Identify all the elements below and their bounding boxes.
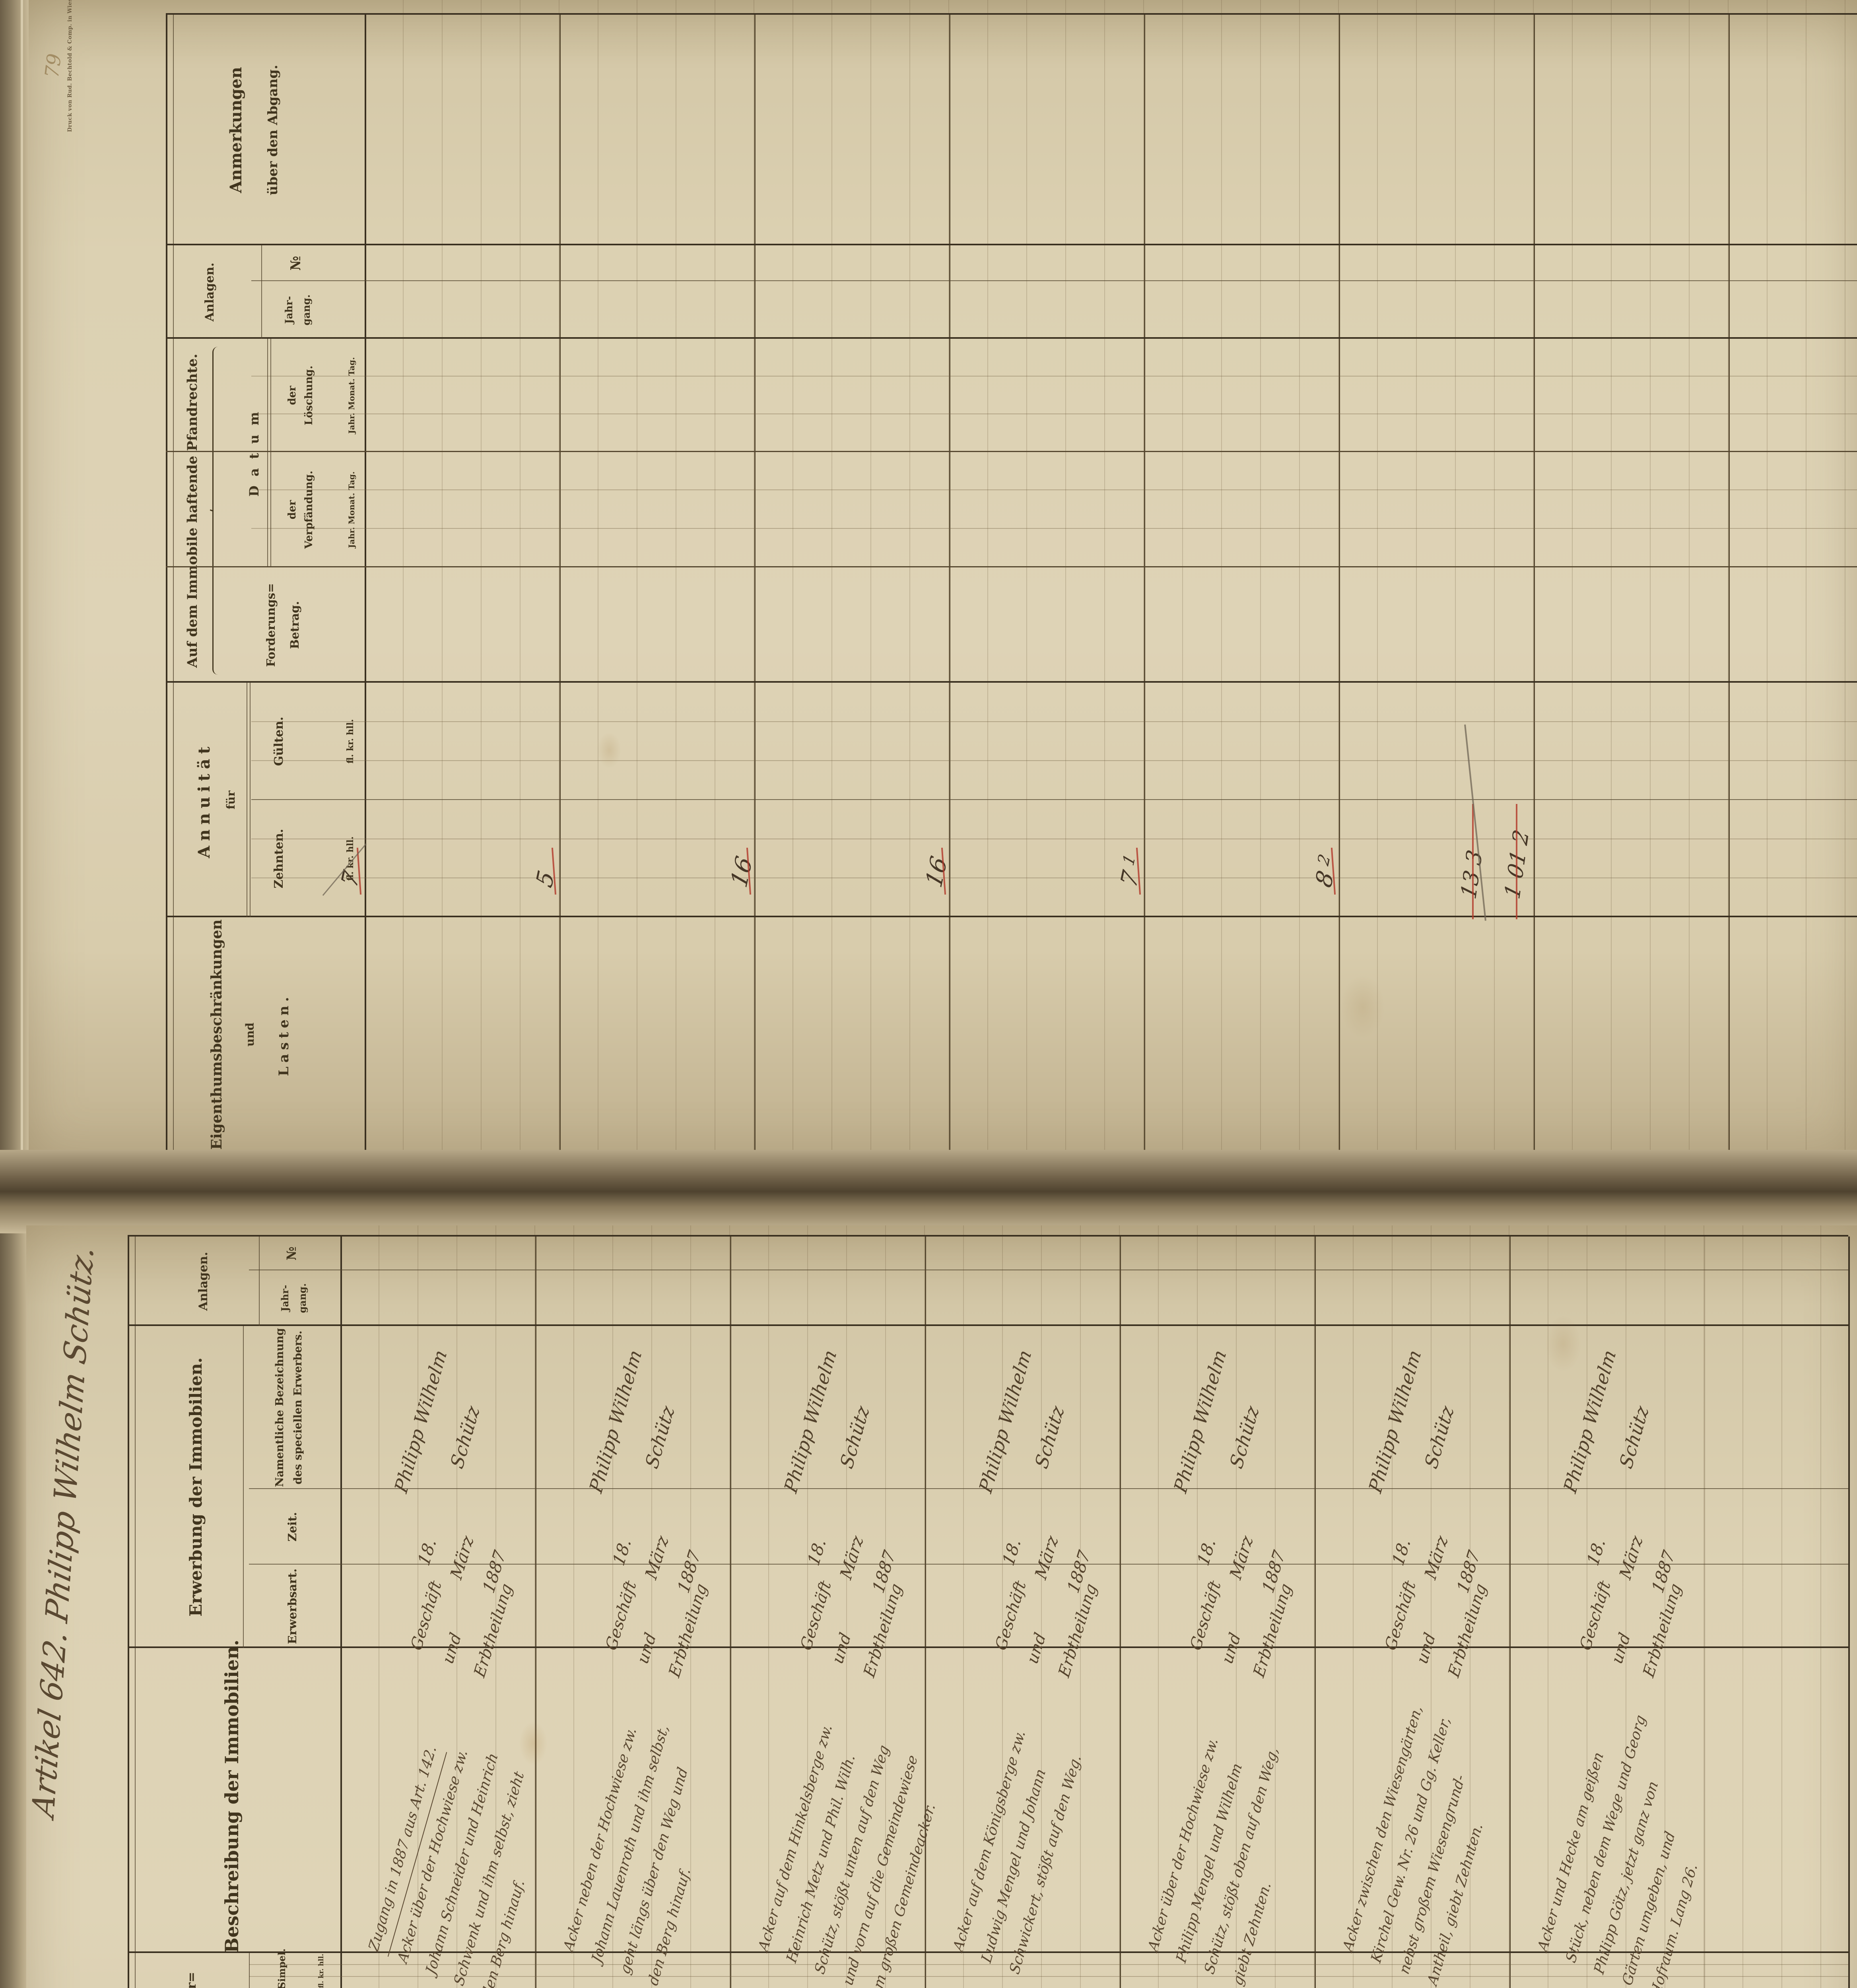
verpfaendung-units: Jahr. Monat. Tag.: [347, 471, 356, 548]
table-line: [251, 839, 1857, 840]
table-line: [173, 15, 174, 1152]
col-loeschung-line2: Löschung.: [303, 365, 315, 425]
table-line: [166, 337, 1857, 339]
col-beschreibung-title: Beschreibung der Immobilien.: [221, 1639, 243, 1953]
col-bezeichnung-line2: des speciellen Erwerbers.: [292, 1330, 304, 1485]
table-line: [365, 15, 366, 1152]
book-edge: [0, 0, 29, 1988]
table-line: [166, 566, 1857, 567]
table-line: [261, 245, 262, 339]
col-eigenthum-line3: Lasten.: [276, 993, 292, 1076]
red-strike: [1472, 804, 1474, 919]
col-erwerbsart-label: Erwerbsart.: [286, 1568, 299, 1644]
table-line: [559, 15, 561, 1152]
col-jahrgang-line2-rp: gang.: [301, 294, 312, 326]
col-zehnten-label: Zehnten.: [272, 829, 286, 889]
table-line: [128, 1324, 1848, 1326]
col-verpfaendung-line1: der: [286, 500, 298, 520]
right-page: 79 Druck von Rud. Bechtold & Comp. in Wi…: [29, 0, 1857, 1158]
col-anmerkungen-line2: über den Abgang.: [265, 64, 280, 196]
table-line: [251, 414, 1857, 415]
pfandrechte-brace: [210, 347, 219, 675]
table-line: [754, 15, 756, 1152]
col-jahrgang-line2-lp: gang.: [297, 1283, 308, 1313]
col-jahrgang-line1-lp: Jahr-: [279, 1285, 291, 1312]
printer-imprint: Druck von Rud. Bechtold & Comp. in Wiesb…: [67, 0, 73, 132]
col-eigenthum-line2: und: [243, 1022, 256, 1047]
table-line: [267, 339, 268, 567]
table-line: [340, 1237, 342, 1988]
table-line: [251, 528, 1857, 529]
group-erwerbung-title: Erwerbung der Immobilien.: [186, 1357, 206, 1617]
col-verpfaendung-line2: Verpfändung.: [303, 470, 315, 549]
left-page-content: Artikel 642. Philipp Wilhelm Schütz. N u…: [26, 1225, 1855, 1988]
red-strike: [1516, 804, 1517, 919]
table-line: [1534, 15, 1535, 1152]
group-anlagen-title-rp: Anlagen.: [203, 262, 217, 322]
table-line: [251, 799, 1857, 800]
table-line: [259, 1237, 260, 1326]
table-line: [1509, 1237, 1511, 1988]
writing-ruling-rp: [365, 0, 1857, 1158]
col-nummer-sign-rp: №: [288, 256, 304, 271]
table-line: [1315, 1237, 1316, 1988]
table-line: [166, 681, 1857, 683]
loeschung-units: Jahr. Monat. Tag.: [347, 357, 356, 434]
col-anmerkungen-line1: Anmerkungen: [227, 67, 245, 193]
group-pfandrechte-title: Auf dem Immobile haftende Pfandrechte.: [185, 353, 200, 668]
table-line: [1729, 15, 1730, 1152]
col-eigenthum-line1: Eigenthumsbeschränkungen: [208, 919, 225, 1150]
right-page-content: 79 Druck von Rud. Bechtold & Comp. in Wi…: [29, 0, 1857, 1158]
group-steuer-title: Steuer=: [184, 1953, 199, 1988]
table-line: [251, 376, 1857, 377]
group-annuitaet-title: Annuität: [195, 742, 214, 858]
table-line: [251, 878, 1857, 879]
group-annuitaet-fuer: für: [224, 790, 237, 810]
table-line: [128, 1237, 129, 1988]
table-line: [128, 1235, 1848, 1237]
col-zeit-label: Zeit.: [286, 1512, 299, 1542]
table-line: [166, 451, 1857, 452]
table-line: [1339, 15, 1340, 1152]
folio-number: 79: [41, 52, 66, 80]
col-simpel-label: Simpel.: [276, 1948, 287, 1988]
simpel-units: fl. kr. hll.: [317, 1953, 325, 1988]
table-line: [270, 339, 271, 567]
group-anlagen-title-lp: Anlagen.: [196, 1252, 210, 1311]
col-forderung-line2: Betrag.: [288, 601, 301, 649]
col-bezeichnung-line1: Namentliche Bezeichnung: [274, 1328, 286, 1487]
guelten-units: fl. kr. hll.: [345, 719, 355, 764]
table-line: [949, 15, 950, 1152]
datum-label: D a t u m: [247, 410, 262, 497]
table-line: [166, 244, 1857, 245]
table-line: [251, 489, 1857, 490]
margin-title: Artikel 642. Philipp Wilhelm Schütz.: [26, 1242, 101, 1821]
col-nummer-sign-lp: №: [284, 1246, 299, 1260]
col-jahrgang-line1-rp: Jahr-: [283, 296, 295, 324]
table-line: [250, 683, 251, 917]
table-line: [730, 1237, 731, 1988]
col-forderung-line1: Forderungs=: [264, 583, 278, 667]
table-line: [1848, 1237, 1850, 1988]
table-line: [251, 280, 1857, 281]
table-line: [166, 13, 1857, 15]
page-fold: [0, 1150, 1857, 1233]
underpage-edge: [21, 0, 23, 1153]
table-line: [166, 15, 167, 1152]
table-line: [243, 1326, 244, 1648]
table-line: [1144, 15, 1145, 1152]
table-line: [1120, 1237, 1121, 1988]
left-page: Artikel 642. Philipp Wilhelm Schütz. N u…: [26, 1225, 1857, 1988]
col-loeschung-line1: der: [286, 386, 298, 405]
table-line: [249, 1953, 250, 1988]
table-line: [135, 1237, 136, 1988]
table-line: [166, 916, 1857, 917]
col-guelten-label: Gülten.: [272, 716, 286, 766]
